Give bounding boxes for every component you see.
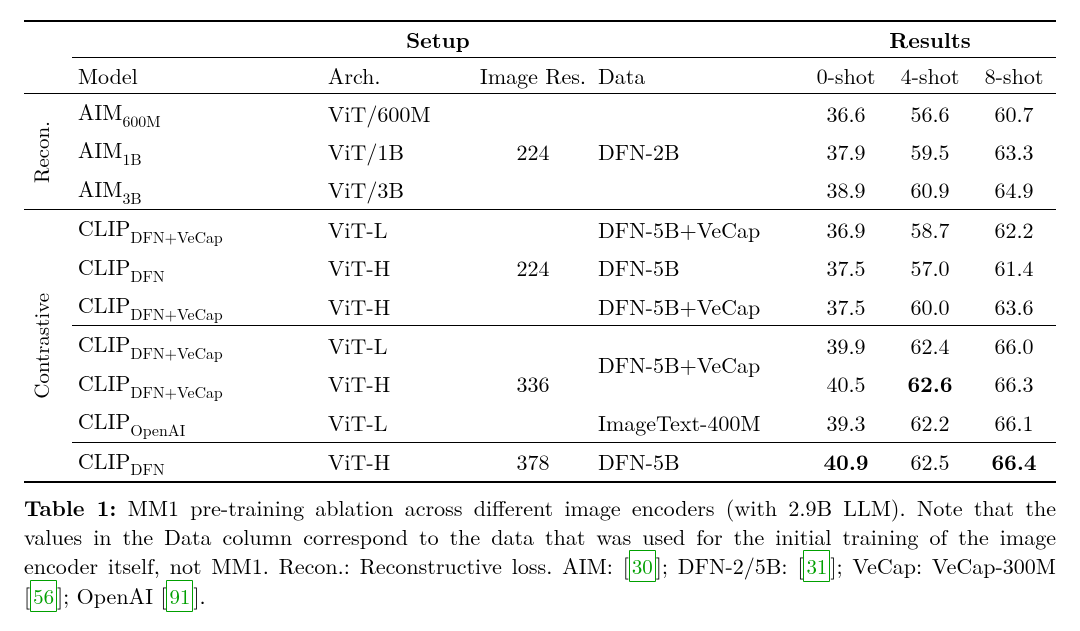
col-8shot: 8-shot	[972, 58, 1056, 94]
col-model: Model	[72, 58, 322, 94]
imres-cell: 378	[474, 442, 592, 482]
imres-cell: 336	[474, 326, 592, 442]
col-imres: Image Res.	[474, 58, 592, 94]
table-row: CLIPDFN+VeCap	[72, 210, 322, 249]
group-label-recon: Recon.	[24, 121, 54, 183]
table-row: CLIPDFN+VeCap	[72, 365, 322, 403]
table-row: CLIPDFN	[72, 249, 322, 287]
caption-text-5: .	[200, 580, 206, 611]
table-row: CLIPDFN+VeCap	[72, 287, 322, 326]
col-4shot: 4-shot	[888, 58, 972, 94]
citation[interactable]: 31	[803, 550, 830, 582]
table-row: CLIPOpenAI	[72, 403, 322, 442]
group-label-contrastive: Contrastive	[24, 293, 54, 399]
caption-text-4: ; OpenAI	[63, 580, 160, 611]
table-row: CLIPDFN	[72, 442, 322, 482]
header-results: Results	[804, 21, 1056, 58]
col-0shot: 0-shot	[804, 58, 888, 94]
citation[interactable]: 30	[629, 550, 656, 582]
caption-label: Table 1:	[24, 492, 116, 523]
col-data: Data	[592, 58, 804, 94]
imres-cell: 224	[474, 210, 592, 326]
table-row: AIM3B	[72, 171, 322, 210]
col-arch: Arch.	[322, 58, 474, 94]
caption-text-2: ; DFN-2/5B:	[662, 550, 797, 581]
caption-text-3: ; VeCap: VeCap-300M	[836, 550, 1056, 581]
header-setup: Setup	[72, 21, 804, 58]
table-row: AIM600M	[72, 94, 322, 133]
results-table: Setup Results Model Arch. Image Res. Dat…	[24, 20, 1056, 483]
table-caption: Table 1: MM1 pre-training ablation acros…	[24, 493, 1056, 610]
citation[interactable]: 91	[166, 580, 193, 612]
data-cell: DFN-2B	[592, 94, 804, 210]
table-row: AIM1B	[72, 132, 322, 170]
table-row: CLIPDFN+VeCap	[72, 326, 322, 365]
imres-cell: 224	[474, 94, 592, 210]
citation[interactable]: 56	[30, 580, 57, 612]
table-1-container: Setup Results Model Arch. Image Res. Dat…	[24, 20, 1056, 610]
